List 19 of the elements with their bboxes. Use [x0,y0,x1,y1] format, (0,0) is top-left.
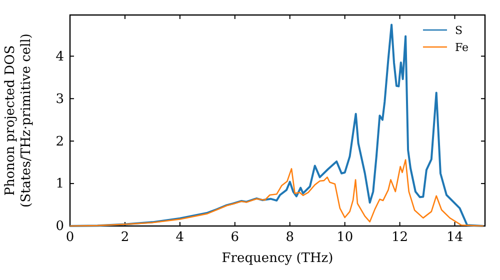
x-tick-label: 4 [176,230,184,246]
x-tick-label: 6 [230,230,240,246]
x-tick-label: 12 [392,230,408,246]
y-tick-label: 2 [56,134,64,150]
y-tick-label: 1 [56,176,64,192]
y-tick-label: 4 [56,49,64,64]
line-series [69,159,484,227]
legend-label: Fe [455,41,469,54]
y-axis-title: Phonon projected DOS (States/THz·primitive cell) [3,33,34,208]
x-tick-label: 2 [120,230,130,246]
y-tick-label: 0 [56,219,64,234]
legend-label: S [455,24,463,37]
x-tick-label: 10 [336,230,354,246]
y-tick-label: 3 [56,92,64,107]
x-tick-label: 8 [286,230,294,246]
x-axis-title: Frequency (THz) [222,251,334,266]
line-series [69,24,484,227]
x-tick-label: 0 [66,230,74,246]
x-tick-label: 14 [446,230,464,246]
